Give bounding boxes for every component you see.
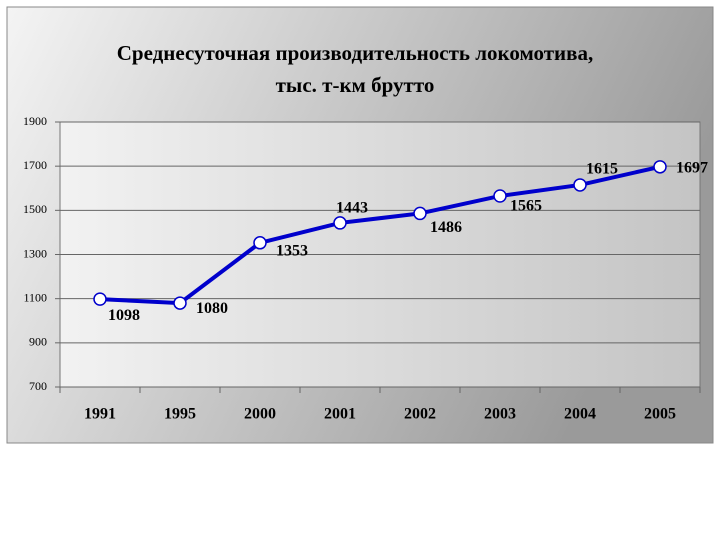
x-tick-label: 1995 (164, 406, 196, 423)
data-label: 1697 (676, 160, 708, 177)
marker (253, 236, 267, 250)
x-tick-label: 2004 (564, 406, 596, 423)
marker (173, 296, 187, 310)
marker (573, 178, 587, 192)
x-tick-label: 2001 (324, 406, 356, 423)
marker (493, 189, 507, 203)
marker (653, 160, 667, 174)
marker (93, 292, 107, 306)
data-label: 1443 (336, 200, 368, 217)
x-tick-label: 2000 (244, 406, 276, 423)
y-tick-label: 1700 (23, 158, 47, 172)
y-tick-label: 1900 (23, 114, 47, 128)
y-tick-label: 1500 (23, 202, 47, 216)
marker (333, 216, 347, 230)
x-tick-label: 2005 (644, 406, 676, 423)
data-label: 1565 (510, 198, 542, 215)
data-label: 1098 (108, 307, 140, 324)
y-tick-label: 1100 (23, 290, 47, 304)
data-label: 1353 (276, 242, 308, 259)
x-tick-label: 1991 (84, 406, 116, 423)
y-tick-label: 900 (29, 335, 47, 349)
chart-title: Среднесуточная производительность локомо… (117, 41, 594, 65)
y-tick-label: 700 (29, 379, 47, 393)
marker (413, 206, 427, 221)
x-tick-label: 2002 (404, 406, 436, 423)
chart-title: тыс. т-км брутто (276, 73, 435, 97)
data-label: 1486 (430, 219, 462, 236)
data-label: 1615 (586, 161, 618, 178)
y-tick-label: 1300 (23, 246, 47, 260)
data-label: 1080 (196, 300, 228, 317)
x-tick-label: 2003 (484, 406, 516, 423)
line (99, 164, 661, 306)
